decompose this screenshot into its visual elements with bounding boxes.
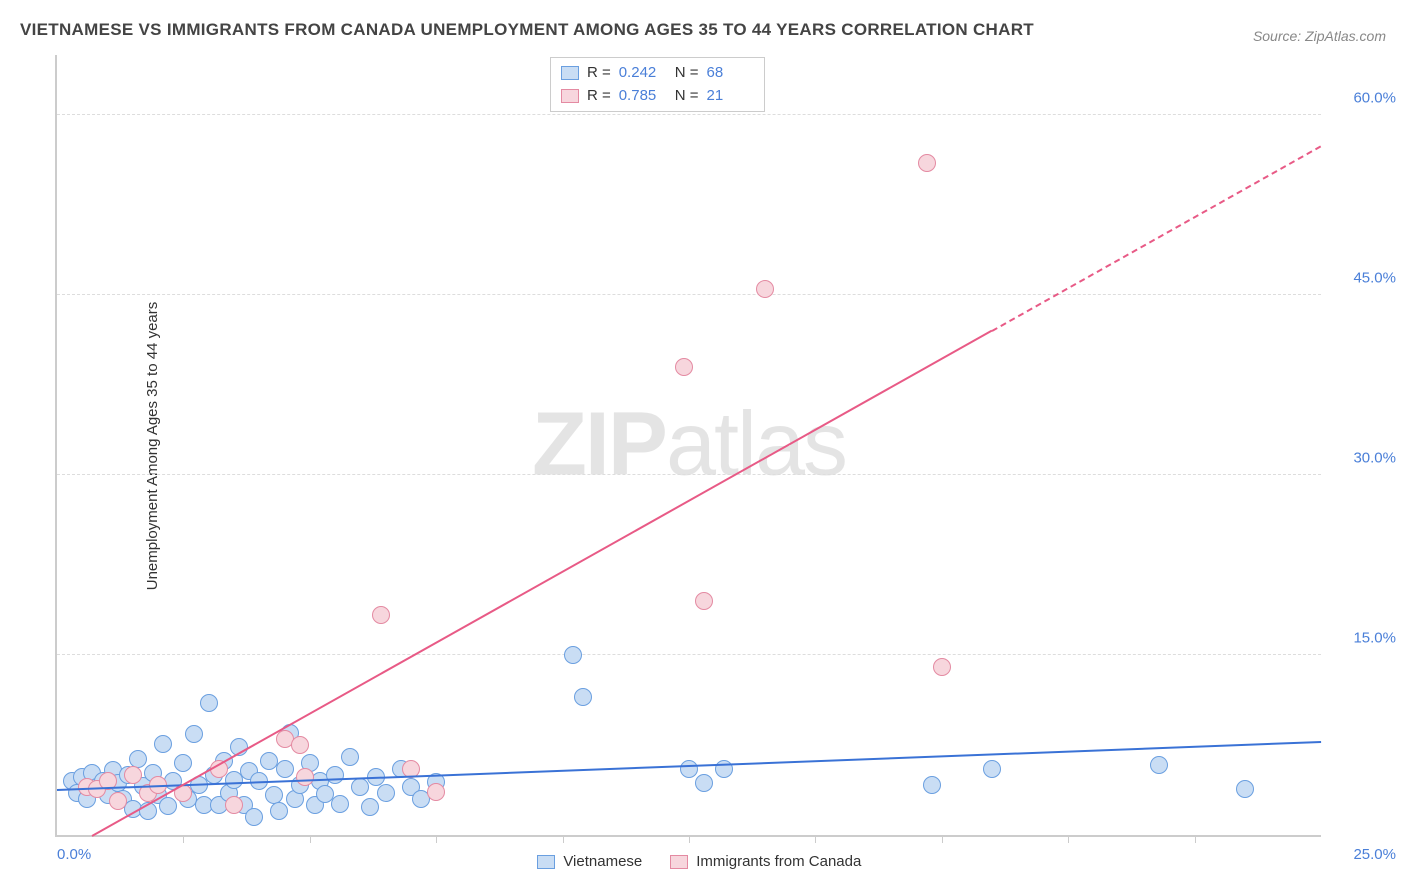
trend-line	[92, 330, 993, 837]
legend-label: Vietnamese	[563, 853, 642, 870]
stat-r-label: R =	[587, 62, 611, 85]
stats-row: R = 0.242 N = 68	[561, 62, 755, 85]
data-point	[124, 766, 142, 784]
data-point	[225, 796, 243, 814]
data-point	[427, 783, 445, 801]
y-tick-label: 30.0%	[1326, 450, 1396, 467]
data-point	[695, 592, 713, 610]
x-origin-label: 0.0%	[57, 846, 91, 863]
legend-item: Immigrants from Canada	[670, 853, 861, 870]
data-point	[756, 280, 774, 298]
data-point	[933, 658, 951, 676]
trend-line	[992, 145, 1322, 331]
legend-item: Vietnamese	[537, 853, 642, 870]
y-tick-label: 60.0%	[1326, 90, 1396, 107]
stat-r-label: R =	[587, 85, 611, 108]
data-point	[675, 358, 693, 376]
data-point	[695, 774, 713, 792]
data-point	[372, 606, 390, 624]
data-point	[270, 802, 288, 820]
x-tick	[563, 835, 564, 843]
data-point	[1150, 756, 1168, 774]
x-tick	[689, 835, 690, 843]
source-attribution: Source: ZipAtlas.com	[1253, 28, 1386, 44]
y-tick-label: 45.0%	[1326, 270, 1396, 287]
data-point	[1236, 780, 1254, 798]
data-point	[574, 688, 592, 706]
x-tick	[1068, 835, 1069, 843]
swatch-icon	[561, 89, 579, 103]
data-point	[680, 760, 698, 778]
swatch-icon	[537, 855, 555, 869]
watermark: ZIPatlas	[532, 394, 846, 497]
data-point	[361, 798, 379, 816]
x-tick	[815, 835, 816, 843]
data-point	[185, 725, 203, 743]
plot-area: ZIPatlas R = 0.242 N = 68 R = 0.785 N = …	[55, 55, 1321, 837]
stat-r-value: 0.242	[619, 62, 667, 85]
data-point	[159, 797, 177, 815]
y-tick-label: 15.0%	[1326, 630, 1396, 647]
data-point	[291, 736, 309, 754]
watermark-bold: ZIP	[532, 395, 666, 495]
chart-container: VIETNAMESE VS IMMIGRANTS FROM CANADA UNE…	[0, 0, 1406, 892]
data-point	[174, 754, 192, 772]
stat-n-label: N =	[675, 62, 699, 85]
data-point	[918, 154, 936, 172]
x-tick	[436, 835, 437, 843]
data-point	[983, 760, 1001, 778]
data-point	[331, 795, 349, 813]
legend-label: Immigrants from Canada	[696, 853, 861, 870]
data-point	[326, 766, 344, 784]
stats-box: R = 0.242 N = 68 R = 0.785 N = 21	[550, 57, 766, 112]
x-tick	[310, 835, 311, 843]
x-tick	[1195, 835, 1196, 843]
data-point	[377, 784, 395, 802]
stat-n-value: 21	[706, 85, 754, 108]
gridline	[57, 654, 1321, 655]
data-point	[276, 760, 294, 778]
x-max-label: 25.0%	[1326, 846, 1396, 863]
x-tick	[183, 835, 184, 843]
gridline	[57, 474, 1321, 475]
stat-n-value: 68	[706, 62, 754, 85]
data-point	[245, 808, 263, 826]
data-point	[296, 768, 314, 786]
data-point	[109, 792, 127, 810]
stat-r-value: 0.785	[619, 85, 667, 108]
data-point	[341, 748, 359, 766]
watermark-light: atlas	[666, 395, 846, 495]
data-point	[200, 694, 218, 712]
data-point	[154, 735, 172, 753]
chart-title: VIETNAMESE VS IMMIGRANTS FROM CANADA UNE…	[20, 20, 1034, 40]
gridline	[57, 294, 1321, 295]
stat-n-label: N =	[675, 85, 699, 108]
stats-row: R = 0.785 N = 21	[561, 85, 755, 108]
swatch-icon	[670, 855, 688, 869]
data-point	[923, 776, 941, 794]
x-tick	[942, 835, 943, 843]
gridline	[57, 114, 1321, 115]
swatch-icon	[561, 66, 579, 80]
data-point	[564, 646, 582, 664]
legend: Vietnamese Immigrants from Canada	[537, 853, 861, 870]
